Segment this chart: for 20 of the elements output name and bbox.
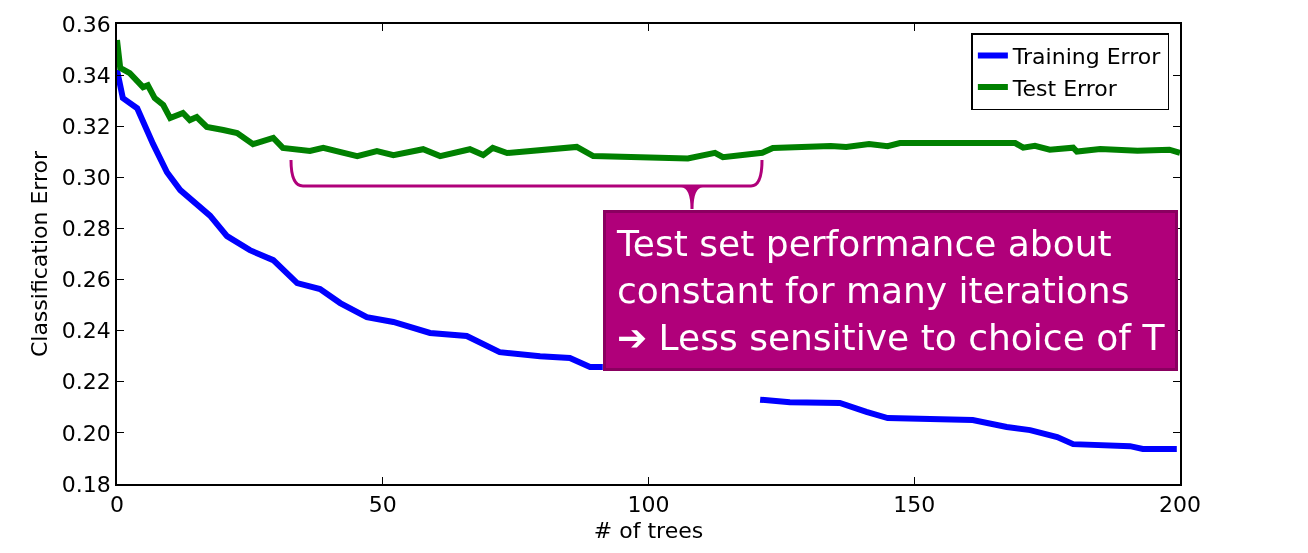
y-tick-label: 0.18 bbox=[61, 471, 111, 497]
x-tick-label: 50 bbox=[368, 492, 397, 518]
y-tick-label: 0.28 bbox=[61, 216, 111, 242]
y-tick-label: 0.20 bbox=[61, 420, 111, 446]
y-axis-title: Classification Error bbox=[27, 149, 53, 358]
legend-label: Test Error bbox=[1011, 75, 1118, 101]
y-tick-label: 0.36 bbox=[61, 11, 111, 37]
x-tick-label: 100 bbox=[627, 492, 670, 518]
y-tick-label: 0.26 bbox=[61, 267, 111, 293]
y-tick-label: 0.24 bbox=[61, 318, 111, 344]
y-tick-label: 0.34 bbox=[61, 62, 111, 88]
annotation: Test set performance about constant for many iterations ➔ Less sensitive to choice of T bbox=[616, 223, 1166, 358]
legend-label: Training Error bbox=[1011, 44, 1162, 70]
x-tick-label: 0 bbox=[110, 492, 124, 518]
y-tick-label: 0.30 bbox=[61, 165, 111, 191]
y-tick-label: 0.32 bbox=[61, 113, 111, 139]
x-tick-label: 150 bbox=[893, 492, 936, 518]
y-tick-label: 0.22 bbox=[61, 369, 111, 395]
x-tick-label: 200 bbox=[1159, 492, 1201, 518]
x-axis-title: # of trees bbox=[593, 517, 704, 543]
